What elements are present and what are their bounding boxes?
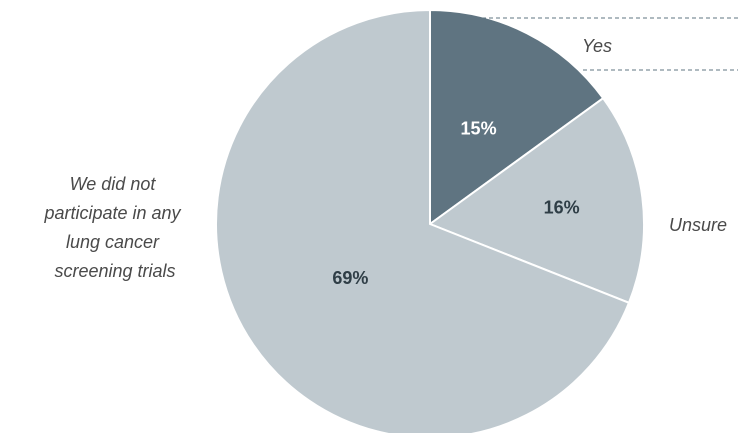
slice-label-yes: Yes — [582, 36, 612, 56]
slice-label-line: We did not — [70, 174, 157, 194]
slice-value-label: 16% — [544, 197, 580, 217]
pie-slice-no-participation — [215, 8, 631, 433]
slice-label-line: screening trials — [54, 261, 175, 281]
leader-lines — [433, 17, 738, 71]
slice-label-line: participate in any — [43, 203, 181, 223]
slice-label-no-participation: We did not participate in any lung cance… — [43, 174, 185, 281]
slice-value-label: 15% — [461, 119, 497, 139]
slice-value-labels: 15% 16% 69% — [332, 119, 579, 288]
pie-slice-yes — [429, 8, 605, 226]
pie-slice-unsure — [427, 96, 645, 305]
pie-slices — [215, 8, 645, 433]
slice-label-unsure: Unsure — [669, 215, 727, 235]
slice-label-line: lung cancer — [66, 232, 160, 252]
slice-value-label: 69% — [332, 268, 368, 288]
